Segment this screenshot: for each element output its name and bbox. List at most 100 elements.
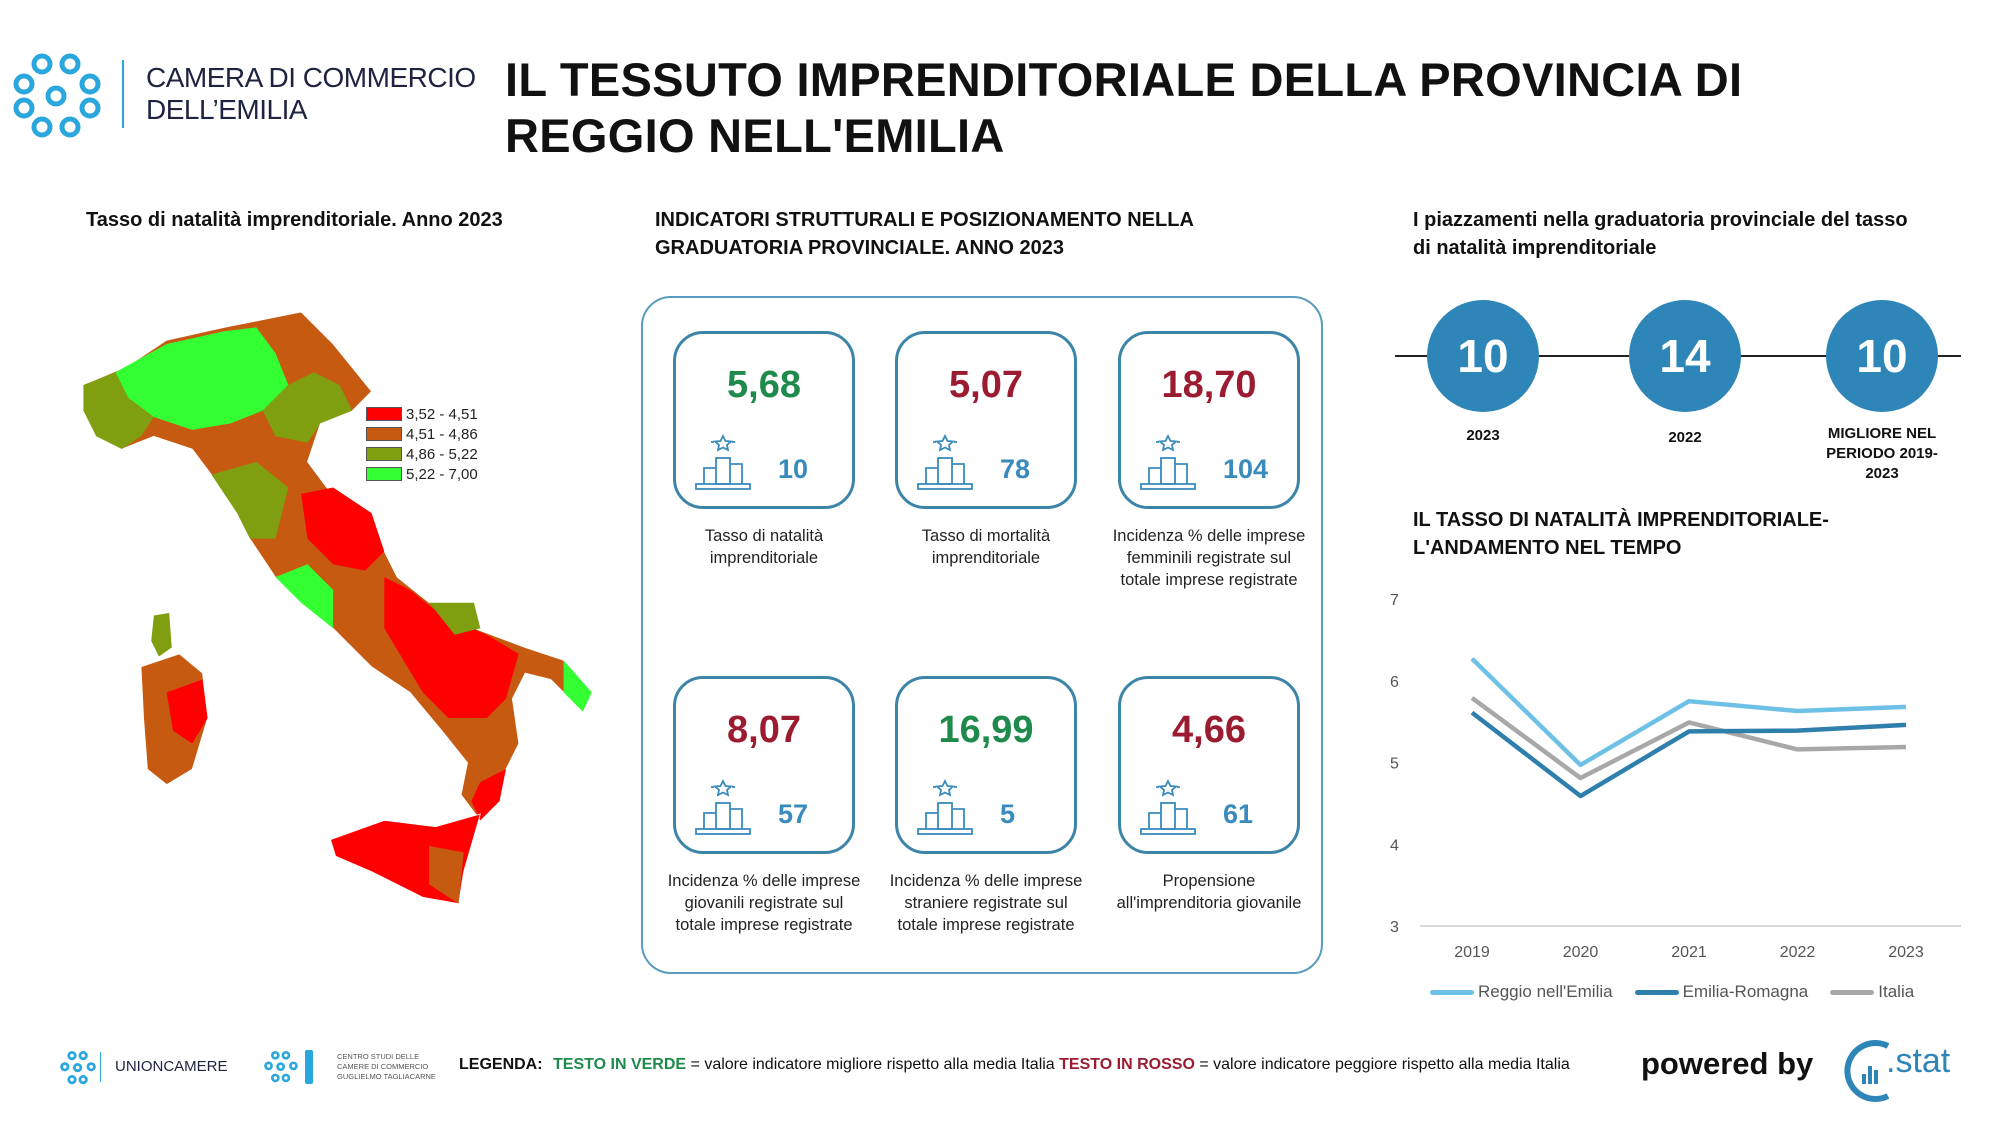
camera-commercio-logo-icon (13, 53, 101, 138)
legend-label: 4,51 - 4,86 (406, 425, 478, 443)
y-tick-label: 7 (1390, 592, 1399, 609)
chart-legend: Reggio nell'Emilia Emilia-Romagna Italia (1430, 982, 1914, 1002)
map-calabria-red (471, 769, 506, 821)
map-sardinia-red (166, 679, 208, 744)
map-legend-item: 5,22 - 7,00 (366, 464, 478, 484)
legend-label: Reggio nell'Emilia (1478, 982, 1613, 1001)
placements-title-line1: I piazzamenti nella graduatoria provinci… (1413, 209, 1908, 231)
logo-divider (122, 60, 124, 128)
rank-label-2023: 2023 (1466, 427, 1500, 444)
x-tick-label: 2022 (1780, 944, 1816, 961)
legend-red-text: TESTO IN ROSSO (1059, 1056, 1195, 1073)
x-tick-label: 2020 (1563, 944, 1599, 961)
page-title-line2: REGGIO NELL'EMILIA (505, 109, 1005, 162)
podium-star-icon (695, 779, 751, 835)
map-east-olive (262, 372, 353, 443)
org-name-line2: DELL’EMILIA (146, 94, 308, 125)
map-north-olive (83, 372, 154, 450)
legend-label: Italia (1878, 982, 1915, 1001)
rank-label-best: MIGLIORE NEL PERIODO 2019-2023 (1826, 425, 1938, 482)
legend-swatch (366, 407, 402, 421)
podium-star-icon (1140, 434, 1196, 490)
centro-line2: CAMERE DI COMMERCIO (337, 1062, 429, 1071)
indicator-rank: 61 (1223, 799, 1254, 829)
podium-star-icon (695, 434, 751, 490)
indicator-card: 5,07 78 (895, 331, 1077, 509)
rank-label-2022: 2022 (1668, 429, 1702, 446)
legend-swatch (366, 467, 402, 481)
map-legend-item: 4,51 - 4,86 (366, 424, 478, 444)
rank-circle-2022: 14 (1629, 300, 1741, 412)
placements-title: I piazzamenti nella graduatoria provinci… (1413, 206, 1908, 262)
legend-green-desc: = valore indicatore migliore rispetto al… (686, 1056, 1060, 1073)
y-tick-label: 6 (1390, 674, 1399, 691)
y-tick-label: 4 (1390, 837, 1399, 854)
footer-divider (100, 1052, 101, 1082)
tagliacarne-mark-icon (305, 1050, 313, 1084)
indicator-value: 8,07 (727, 709, 801, 751)
indicator-value: 4,66 (1172, 709, 1246, 751)
map-south-red (384, 577, 519, 718)
x-tick-label: 2021 (1671, 944, 1707, 961)
x-tick-label: 2019 (1454, 944, 1490, 961)
indicator-label: Tasso di natalità imprenditoriale (704, 527, 824, 567)
indicator-card: 5,68 10 (673, 331, 855, 509)
placements-title-line2: di natalità imprenditoriale (1413, 237, 1657, 259)
map-salento-green (563, 660, 592, 712)
indicator-label: Incidenza % delle imprese femminili regi… (1112, 527, 1306, 589)
indicator-card: 8,07 57 (673, 676, 855, 854)
indicators-title-line2: GRADUATORIA PROVINCIALE. ANNO 2023 (655, 237, 1064, 259)
map-title: Tasso di natalità imprenditoriale. Anno … (86, 209, 503, 231)
page-title-line1: IL TESSUTO IMPRENDITORIALE DELLA PROVINC… (505, 53, 1743, 106)
line-chart: 3 4 5 6 7 2019 2020 2021 2022 2023 (1390, 592, 1961, 961)
legend-swatch (366, 447, 402, 461)
chart-title: IL TASSO DI NATALITÀ IMPRENDITORIALE- L'… (1413, 506, 1829, 562)
indicator-card: 4,66 61 (1118, 676, 1300, 854)
chart-title-line1: IL TASSO DI NATALITÀ IMPRENDITORIALE- (1413, 509, 1829, 531)
indicator-label: Propensione all'imprenditoria giovanile (1116, 872, 1302, 912)
map-center-olive (211, 461, 289, 539)
indicator-label: Tasso di mortalità imprenditoriale (921, 527, 1051, 567)
footer-legend: LEGENDA: TESTO IN VERDE = valore indicat… (459, 1056, 1570, 1074)
indicator-label: Incidenza % delle imprese straniere regi… (889, 872, 1083, 934)
map-center-green (275, 564, 334, 629)
legend-heading: LEGENDA: (459, 1056, 543, 1073)
unioncamere-label: UNIONCAMERE (115, 1058, 228, 1075)
centro-line1: CENTRO STUDI DELLE (337, 1052, 420, 1061)
legend-line-swatch (1830, 989, 1875, 995)
y-tick-label: 3 (1390, 919, 1399, 936)
map-corsica (151, 612, 172, 657)
legend-label: Emilia-Romagna (1682, 982, 1809, 1001)
indicator-card: 16,99 5 (895, 676, 1077, 854)
legend-red-desc: = valore indicatore peggiore rispetto al… (1194, 1056, 1570, 1073)
x-tick-label: 2023 (1888, 944, 1924, 961)
italy-map (83, 311, 593, 905)
y-tick-label: 5 (1390, 756, 1399, 773)
map-apulia-olive (429, 602, 481, 635)
legend-line-swatch (1430, 989, 1474, 995)
legend-line-swatch (1634, 989, 1679, 995)
legend-label: 4,86 - 5,22 (406, 445, 478, 463)
map-legend: 3,52 - 4,51 4,51 - 4,86 4,86 - 5,22 5,22… (366, 404, 478, 484)
cstat-logo-icon (1844, 1040, 1890, 1102)
cstat-label: .stat (1886, 1042, 1951, 1080)
legend-swatch (366, 427, 402, 441)
legend-label: 3,52 - 4,51 (406, 405, 478, 423)
chart-legend-item: Emilia-Romagna (1634, 982, 1809, 1002)
centro-line3: GUGLIELMO TAGLIACARNE (337, 1072, 436, 1081)
indicator-value: 5,68 (727, 364, 801, 406)
indicator-value: 5,07 (949, 364, 1023, 406)
indicator-rank: 78 (1000, 454, 1031, 484)
legend-green-text: TESTO IN VERDE (553, 1056, 687, 1073)
indicator-label: Incidenza % delle imprese giovanili regi… (667, 872, 861, 934)
indicator-card: 18,70 104 (1118, 331, 1300, 509)
rank-circle-2023: 10 (1427, 300, 1539, 412)
indicator-rank: 57 (778, 799, 809, 829)
map-north-green (115, 327, 289, 430)
indicator-rank: 104 (1223, 454, 1269, 484)
podium-star-icon (1140, 779, 1196, 835)
unioncamere-logo-icon (60, 1051, 96, 1085)
centro-studi-label: CENTRO STUDI DELLE CAMERE DI COMMERCIO G… (337, 1052, 436, 1082)
centro-studi-logo-icon (264, 1050, 298, 1083)
legend-label: 5,22 - 7,00 (406, 465, 478, 483)
